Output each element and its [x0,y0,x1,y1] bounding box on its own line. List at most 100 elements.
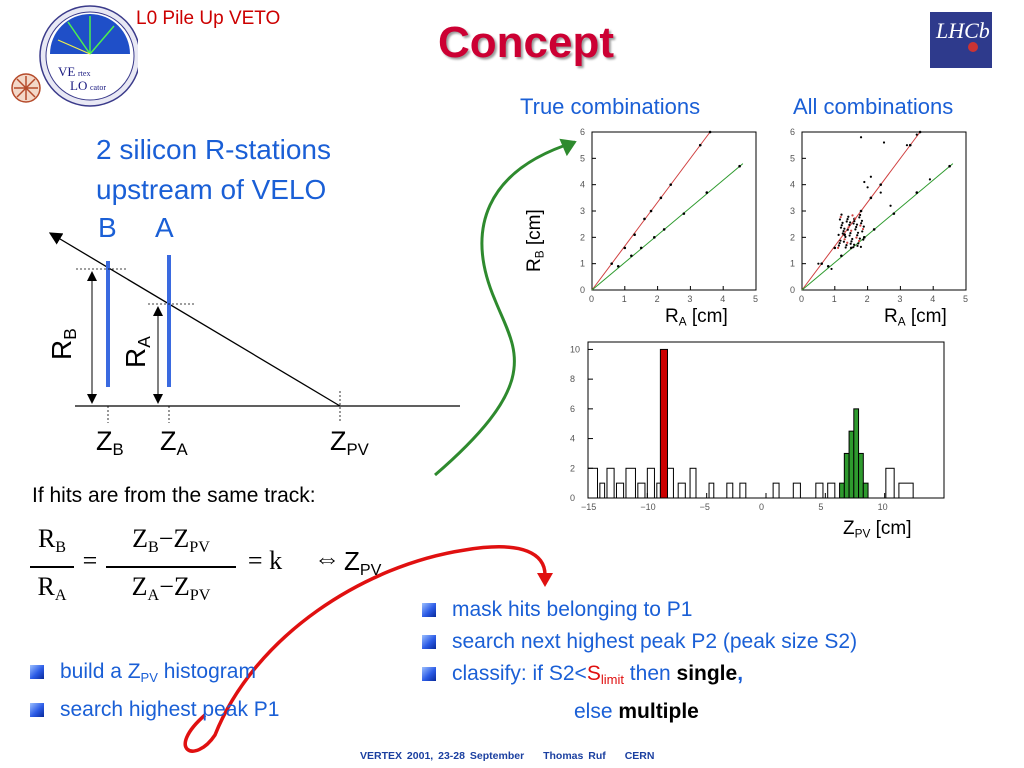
data-point [843,227,846,230]
hist-bin [615,482,625,499]
peak-p2-bar [858,452,864,499]
data-point [849,242,852,245]
data-point [856,244,859,247]
data-point [826,265,830,268]
bullet-search-highest: search highest peak P1 [28,694,388,726]
data-point [857,239,861,243]
vertex-logo-cator: cator [90,83,106,92]
lhcb-logo-text: LHCb [936,18,990,43]
footer: VERTEX 2001, 23-28 September Thomas Ruf … [360,750,668,762]
formula-rhs-num: ZB−ZPV [132,524,210,556]
y-tick-label: 3 [790,206,795,216]
data-point [841,221,844,224]
data-point [859,224,862,227]
data-point [918,130,922,134]
bullet-build-histogram: build a ZPV histogram [28,656,388,694]
data-point [857,242,860,245]
data-point [653,236,656,239]
data-point [849,221,852,224]
data-point [708,130,712,134]
hist-frame [587,341,945,499]
data-point [630,254,633,258]
data-point [915,191,919,194]
data-point [839,226,843,229]
formula-lhs-den: RA [37,572,67,604]
red-curved-arrow [183,545,553,753]
data-point [623,246,627,250]
vertex-logo-rtex: rtex [78,69,90,78]
peak-p2-bar [853,408,860,499]
data-point [856,234,859,237]
data-point [639,246,643,250]
bullet-search-next: search next highest peak P2 (peak size S… [420,626,1020,658]
data-point [850,229,853,232]
y-tick-label: 2 [570,463,575,473]
hist-bin [677,482,686,499]
bullet-square-icon [422,603,436,617]
data-point [698,143,702,147]
all-combinations-caption: All combinations [793,94,954,119]
station-a-label: A [155,212,174,243]
data-point [841,232,844,235]
data-point [830,267,833,271]
data-point [633,233,636,236]
green-curved-arrow [434,138,577,477]
data-point [846,228,849,231]
y-tick-label: 8 [570,374,575,384]
y-tick-label: 5 [790,153,795,163]
data-point [879,183,883,186]
data-point [705,191,709,194]
rb-label: RB [46,328,81,360]
bullets-right: mask hits belonging to P1 search next hi… [420,594,1020,728]
bullet-square-icon [422,635,436,649]
x-tick-label: 0 [799,294,804,304]
data-point [616,265,620,268]
x-tick-label: −5 [700,502,710,512]
data-point [858,237,861,240]
bullet-classify: classify: if S2<Slimit then single, [420,658,1020,696]
green-correlation-line [591,163,744,291]
y-tick-label: 2 [790,232,795,242]
data-point [908,143,912,147]
zpv-histogram: 0 2 4 6 8 10 −15 −10 −5 0 5 10 [570,341,945,512]
bullets-left: build a ZPV histogram search highest pea… [28,656,388,726]
slide-title: Concept [438,18,614,67]
x-tick-label: 4 [930,294,935,304]
station-b-label: B [98,212,117,243]
peak-p2-bar [848,430,855,499]
y-tick-label: 4 [790,180,795,190]
data-point [817,262,820,265]
data-point [846,218,849,221]
ra-axis-label-true: RA [cm] [665,306,728,329]
x-tick-label: 2 [865,294,870,304]
data-point [854,228,857,231]
bullet-square-icon [30,702,44,717]
data-point [839,239,842,242]
hist-bin [772,482,780,499]
ra-label: RA [120,336,155,368]
x-tick-label: 0 [589,294,594,304]
x-tick-label: 0 [759,502,764,512]
hist-bin [667,467,674,499]
hist-bin [637,482,646,499]
data-point [820,262,823,265]
data-point [846,241,849,244]
hist-bin [827,482,836,499]
data-point [859,213,862,217]
y-tick-label: 3 [580,206,585,216]
hist-bin [606,467,615,499]
footer-event: VERTEX 2001, 23-28 September [360,750,525,762]
intro-line-1: 2 silicon R-stations [96,134,331,165]
data-point [866,186,869,189]
bullet-mask-hits: mask hits belonging to P1 [420,594,1020,626]
intro-text: 2 silicon R-stations upstream of VELO [96,130,331,210]
data-point [855,236,858,239]
x-tick-label: −15 [581,502,596,512]
y-tick-label: 0 [790,285,795,295]
hist-bin [625,467,636,499]
hist-bin [708,482,715,499]
hist-bin [815,482,824,499]
za-label: ZA [160,426,188,460]
formula-lhs-num: RB [37,524,67,556]
data-point [928,178,932,181]
